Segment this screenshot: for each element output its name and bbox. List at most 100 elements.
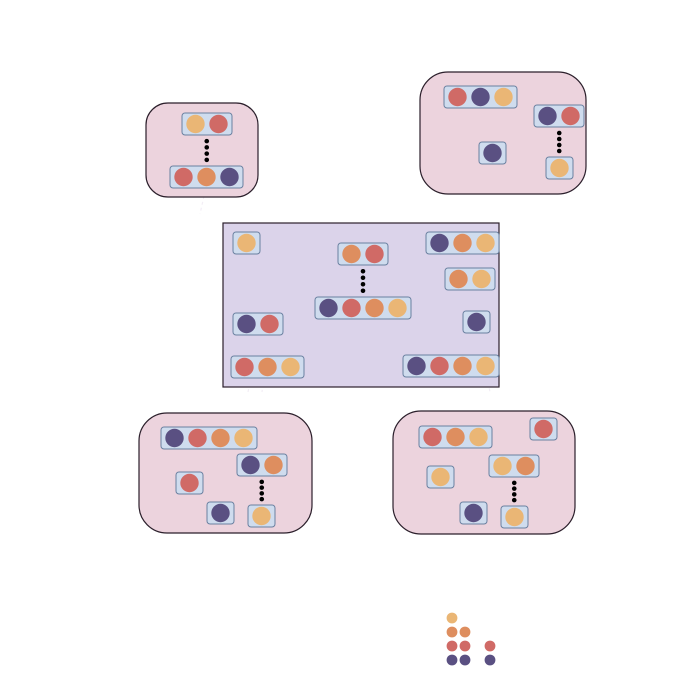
- token-orange: [258, 357, 277, 377]
- token-purple: [538, 106, 557, 126]
- legend-token-purple: [459, 654, 471, 666]
- token-purple: [483, 143, 502, 163]
- link-dot: [360, 275, 366, 281]
- token-chip: [533, 104, 585, 128]
- token-chip: [181, 112, 233, 136]
- token-orange: [365, 298, 384, 318]
- token-purple: [220, 167, 239, 187]
- link-ellipsis: [204, 138, 210, 163]
- token-yellow: [431, 467, 450, 487]
- token-chip: [488, 454, 540, 478]
- link-dot: [360, 281, 366, 287]
- token-chip: [444, 267, 496, 291]
- link-dot: [204, 151, 210, 156]
- token-purple: [165, 428, 184, 448]
- token-red: [174, 167, 193, 187]
- link-dot: [259, 479, 265, 485]
- token-chip: [418, 425, 493, 449]
- token-chip: [545, 156, 574, 180]
- token-chip: [459, 501, 488, 525]
- legend-token-purple: [446, 654, 458, 666]
- token-chip: [314, 296, 412, 320]
- legend-token-yellow: [446, 612, 458, 624]
- token-red: [260, 314, 279, 334]
- token-yellow: [476, 356, 495, 376]
- token-yellow: [388, 298, 407, 318]
- chip-frame: [160, 426, 258, 450]
- panel-bottom-right: [392, 410, 576, 535]
- token-red: [209, 114, 228, 134]
- token-chip: [232, 312, 284, 336]
- token-orange: [264, 455, 283, 475]
- token-red: [534, 419, 553, 439]
- link-dot: [204, 138, 210, 144]
- token-chip: [462, 310, 491, 334]
- token-purple: [241, 455, 260, 475]
- token-chip: [402, 354, 500, 378]
- link-dot: [204, 145, 210, 150]
- link-dot: [204, 157, 210, 163]
- token-red: [342, 298, 361, 318]
- token-yellow: [494, 87, 513, 107]
- chip-frame: [402, 354, 500, 378]
- link-ellipsis: [360, 268, 366, 294]
- token-red: [235, 357, 254, 377]
- token-yellow: [237, 233, 256, 253]
- token-orange: [197, 167, 216, 187]
- token-chip: [236, 453, 288, 477]
- token-purple: [237, 314, 256, 334]
- legend-stack: [459, 626, 471, 666]
- link-dot: [511, 486, 517, 491]
- token-purple: [211, 503, 230, 523]
- legend-token-orange: [459, 626, 471, 638]
- link-dot: [556, 142, 562, 148]
- token-purple: [464, 503, 483, 523]
- token-purple: [471, 87, 490, 107]
- token-purple: [430, 233, 449, 253]
- token-chip: [160, 426, 258, 450]
- token-chip: [169, 165, 244, 189]
- link-dot: [259, 485, 265, 490]
- link-ellipsis: [511, 480, 517, 503]
- connector-line: [199, 195, 205, 215]
- link-dot: [511, 480, 517, 486]
- token-chip: [529, 417, 558, 441]
- token-yellow: [505, 507, 524, 527]
- token-red: [180, 473, 199, 493]
- legend-token-red: [484, 640, 496, 652]
- token-orange: [453, 233, 472, 253]
- token-purple: [467, 312, 486, 332]
- token-yellow: [472, 269, 491, 289]
- token-purple: [407, 356, 426, 376]
- token-chip: [247, 504, 276, 528]
- token-yellow: [469, 427, 488, 447]
- token-orange: [342, 244, 361, 264]
- token-red: [561, 106, 580, 126]
- token-chip: [443, 85, 518, 109]
- panel-center: [222, 222, 500, 388]
- token-chip: [175, 471, 204, 495]
- token-red: [365, 244, 384, 264]
- token-yellow: [281, 357, 300, 377]
- link-dot: [511, 492, 517, 497]
- link-dot: [556, 130, 562, 136]
- token-chip: [232, 231, 261, 255]
- legend-token-purple: [484, 654, 496, 666]
- token-yellow: [550, 158, 569, 178]
- token-legend: [446, 612, 496, 666]
- token-yellow: [476, 233, 495, 253]
- link-dot: [259, 491, 265, 496]
- token-chip: [478, 141, 507, 165]
- link-dot: [556, 148, 562, 154]
- token-red: [188, 428, 207, 448]
- legend-token-red: [446, 640, 458, 652]
- token-orange: [446, 427, 465, 447]
- panel-layer: [138, 71, 587, 535]
- link-ellipsis: [556, 130, 562, 154]
- legend-token-orange: [446, 626, 458, 638]
- link-dot: [360, 268, 366, 274]
- token-yellow: [234, 428, 253, 448]
- token-orange: [453, 356, 472, 376]
